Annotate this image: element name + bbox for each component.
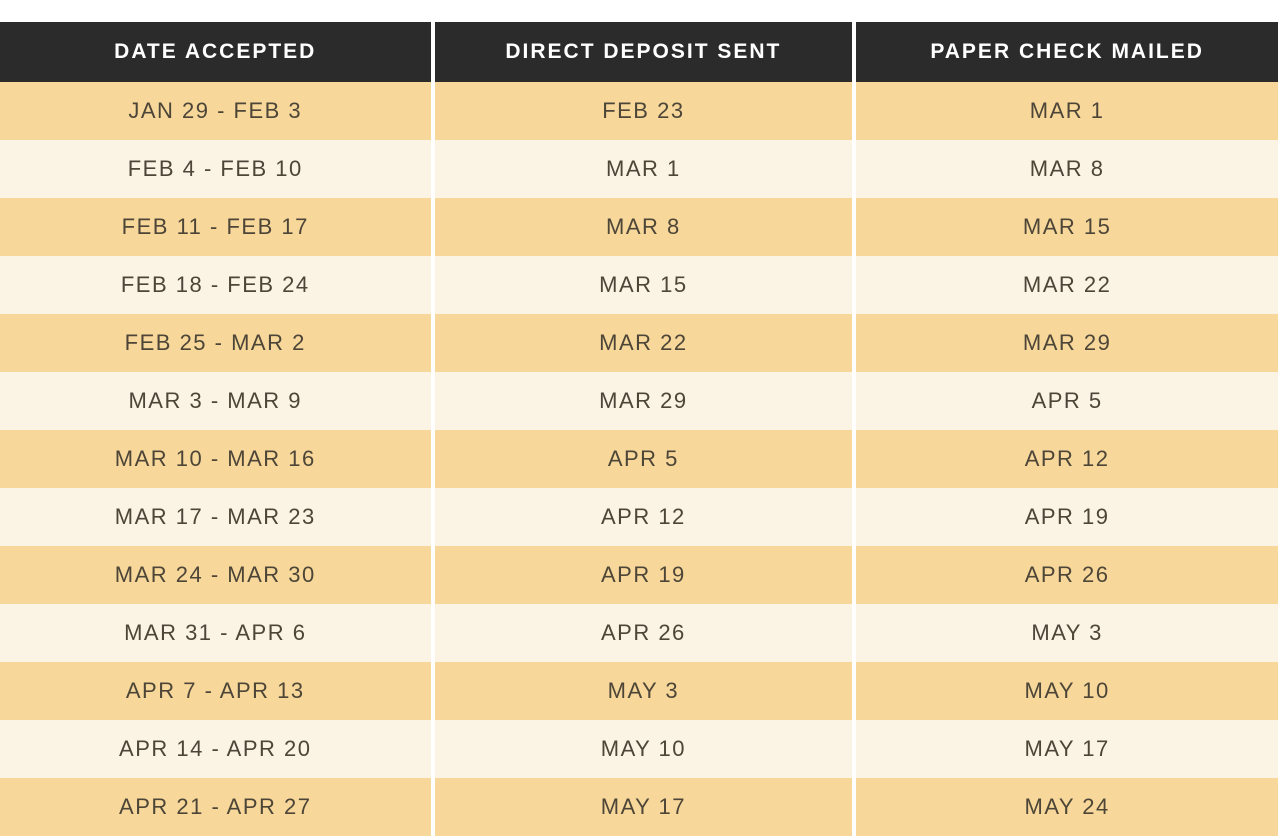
table-row: MAR 24 - MAR 30 APR 19 APR 26 — [0, 546, 1278, 604]
table-row: FEB 18 - FEB 24 MAR 15 MAR 22 — [0, 256, 1278, 314]
cell-direct-deposit-sent: MAR 15 — [435, 256, 857, 314]
cell-date-accepted: FEB 11 - FEB 17 — [0, 198, 435, 256]
cell-paper-check-mailed: MAR 1 — [856, 82, 1278, 140]
cell-paper-check-mailed: MAY 3 — [856, 604, 1278, 662]
table-row: APR 7 - APR 13 MAY 3 MAY 10 — [0, 662, 1278, 720]
cell-direct-deposit-sent: FEB 23 — [435, 82, 857, 140]
cell-paper-check-mailed: APR 26 — [856, 546, 1278, 604]
cell-direct-deposit-sent: APR 5 — [435, 430, 857, 488]
col-header-date-accepted: DATE ACCEPTED — [0, 22, 435, 82]
cell-direct-deposit-sent: MAY 10 — [435, 720, 857, 778]
cell-paper-check-mailed: MAY 17 — [856, 720, 1278, 778]
data-table: DATE ACCEPTED DIRECT DEPOSIT SENT PAPER … — [0, 0, 1278, 836]
table-row: FEB 11 - FEB 17 MAR 8 MAR 15 — [0, 198, 1278, 256]
table-body: JAN 29 - FEB 3 FEB 23 MAR 1 FEB 4 - FEB … — [0, 82, 1278, 836]
cell-direct-deposit-sent: APR 26 — [435, 604, 857, 662]
column-header-row: DATE ACCEPTED DIRECT DEPOSIT SENT PAPER … — [0, 22, 1278, 82]
cell-date-accepted: MAR 17 - MAR 23 — [0, 488, 435, 546]
cell-date-accepted: APR 21 - APR 27 — [0, 778, 435, 836]
cell-date-accepted: MAR 10 - MAR 16 — [0, 430, 435, 488]
cell-direct-deposit-sent: MAR 1 — [435, 140, 857, 198]
cell-direct-deposit-sent: MAY 3 — [435, 662, 857, 720]
refund-schedule-table: DATE ACCEPTED DIRECT DEPOSIT SENT PAPER … — [0, 0, 1278, 836]
cell-direct-deposit-sent: MAR 22 — [435, 314, 857, 372]
table-row: MAR 17 - MAR 23 APR 12 APR 19 — [0, 488, 1278, 546]
table-row: FEB 25 - MAR 2 MAR 22 MAR 29 — [0, 314, 1278, 372]
cell-paper-check-mailed: APR 19 — [856, 488, 1278, 546]
table-row: APR 14 - APR 20 MAY 10 MAY 17 — [0, 720, 1278, 778]
cell-paper-check-mailed: MAR 8 — [856, 140, 1278, 198]
cell-paper-check-mailed: MAR 29 — [856, 314, 1278, 372]
cell-paper-check-mailed: MAR 22 — [856, 256, 1278, 314]
table-row: JAN 29 - FEB 3 FEB 23 MAR 1 — [0, 82, 1278, 140]
cell-date-accepted: JAN 29 - FEB 3 — [0, 82, 435, 140]
table-row: FEB 4 - FEB 10 MAR 1 MAR 8 — [0, 140, 1278, 198]
table-row: MAR 31 - APR 6 APR 26 MAY 3 — [0, 604, 1278, 662]
cell-direct-deposit-sent: APR 12 — [435, 488, 857, 546]
col-header-direct-deposit-sent: DIRECT DEPOSIT SENT — [435, 22, 857, 82]
table-row: APR 21 - APR 27 MAY 17 MAY 24 — [0, 778, 1278, 836]
cell-paper-check-mailed: MAY 24 — [856, 778, 1278, 836]
cell-paper-check-mailed: MAR 15 — [856, 198, 1278, 256]
cell-date-accepted: MAR 3 - MAR 9 — [0, 372, 435, 430]
cell-date-accepted: FEB 4 - FEB 10 — [0, 140, 435, 198]
cell-direct-deposit-sent: MAR 8 — [435, 198, 857, 256]
cell-date-accepted: APR 14 - APR 20 — [0, 720, 435, 778]
cell-date-accepted: MAR 24 - MAR 30 — [0, 546, 435, 604]
cell-direct-deposit-sent: MAY 17 — [435, 778, 857, 836]
cell-paper-check-mailed: MAY 10 — [856, 662, 1278, 720]
cell-direct-deposit-sent: MAR 29 — [435, 372, 857, 430]
cell-paper-check-mailed: APR 5 — [856, 372, 1278, 430]
cell-date-accepted: MAR 31 - APR 6 — [0, 604, 435, 662]
header-spacer — [0, 0, 1278, 22]
cell-date-accepted: APR 7 - APR 13 — [0, 662, 435, 720]
cell-direct-deposit-sent: APR 19 — [435, 546, 857, 604]
cell-date-accepted: FEB 25 - MAR 2 — [0, 314, 435, 372]
table-row: MAR 3 - MAR 9 MAR 29 APR 5 — [0, 372, 1278, 430]
col-header-paper-check-mailed: PAPER CHECK MAILED — [856, 22, 1278, 82]
cell-date-accepted: FEB 18 - FEB 24 — [0, 256, 435, 314]
table-row: MAR 10 - MAR 16 APR 5 APR 12 — [0, 430, 1278, 488]
cell-paper-check-mailed: APR 12 — [856, 430, 1278, 488]
